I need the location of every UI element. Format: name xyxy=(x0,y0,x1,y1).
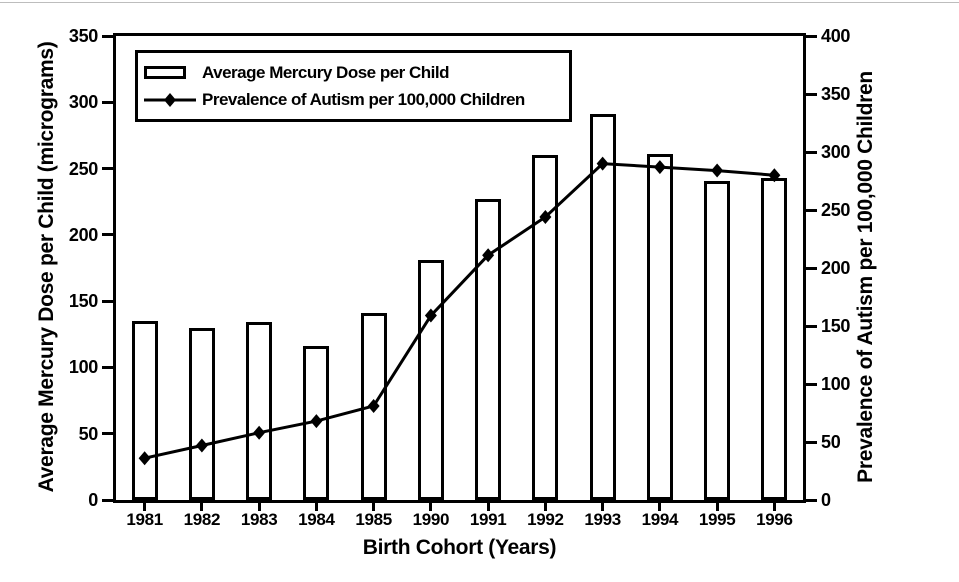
x-axis-title: Birth Cohort (Years) xyxy=(362,536,557,559)
legend-label-autism: Prevalence of Autism per 100,000 Childre… xyxy=(202,89,525,109)
legend-row-autism: Prevalence of Autism per 100,000 Childre… xyxy=(144,86,569,113)
bar-1983 xyxy=(246,322,273,500)
left-tick-label-350: 350 xyxy=(68,26,98,46)
diamond-marker-1992 xyxy=(539,209,552,224)
bar-1994 xyxy=(646,154,673,500)
right-tick-label-300: 300 xyxy=(821,142,851,162)
x-tick-label-1991: 1991 xyxy=(469,510,507,529)
right-tick-400 xyxy=(806,34,817,38)
right-tick-250 xyxy=(806,208,817,212)
right-tick-350 xyxy=(806,92,817,96)
x-tick-1991 xyxy=(486,502,490,511)
left-tick-100 xyxy=(102,365,113,369)
right-tick-label-400: 400 xyxy=(821,26,851,46)
prevalence-line xyxy=(138,156,781,466)
x-tick-label-1983: 1983 xyxy=(240,510,278,529)
right-tick-200 xyxy=(806,266,817,270)
bar-1996 xyxy=(761,178,788,500)
left-tick-label-300: 300 xyxy=(68,92,98,113)
right-tick-50 xyxy=(806,440,817,444)
x-tick-label-1981: 1981 xyxy=(126,510,163,529)
x-tick-1990 xyxy=(429,502,433,511)
right-tick-label-50: 50 xyxy=(821,432,841,452)
right-tick-label-0: 0 xyxy=(821,490,831,510)
x-tick-1982 xyxy=(200,502,204,511)
bar-1993 xyxy=(589,114,616,500)
left-tick-label-200: 200 xyxy=(68,224,98,245)
right-tick-label-200: 200 xyxy=(821,258,851,278)
x-tick-label-1996: 1996 xyxy=(756,510,793,529)
diamond-marker-1991 xyxy=(482,248,495,263)
right-tick-label-150: 150 xyxy=(821,316,851,336)
x-tick-label-1995: 1995 xyxy=(698,510,736,529)
diamond-marker-1985 xyxy=(367,399,380,414)
diamond-marker-1981 xyxy=(138,451,151,466)
plot-inner xyxy=(116,36,803,500)
x-tick-1984 xyxy=(314,502,318,511)
diamond-marker-1995 xyxy=(711,163,724,178)
legend-line-symbol xyxy=(144,92,196,108)
diamond-marker-1996 xyxy=(768,168,781,183)
diamond-marker-1993 xyxy=(596,156,609,171)
right-tick-100 xyxy=(806,382,817,386)
x-tick-label-1982: 1982 xyxy=(183,510,221,529)
x-tick-label-1985: 1985 xyxy=(355,510,392,529)
left-tick-150 xyxy=(102,299,113,303)
right-tick-label-100: 100 xyxy=(821,374,851,394)
x-tick-1996 xyxy=(772,502,776,511)
x-tick-1992 xyxy=(543,502,547,511)
legend: Average Mercury Dose per Child Prevalenc… xyxy=(135,50,572,122)
right-tick-150 xyxy=(806,324,817,328)
right-tick-0 xyxy=(806,498,817,502)
left-tick-250 xyxy=(102,167,113,171)
diamond-marker-1983 xyxy=(253,425,266,440)
x-tick-label-1990: 1990 xyxy=(412,510,450,529)
left-tick-300 xyxy=(102,100,113,104)
diamond-marker-1982 xyxy=(195,438,208,453)
bar-1981 xyxy=(131,321,158,500)
diamond-marker-1994 xyxy=(653,160,666,175)
left-tick-label-0: 0 xyxy=(88,490,98,510)
x-tick-1981 xyxy=(143,502,147,511)
right-tick-label-250: 250 xyxy=(821,200,851,220)
right-tick-300 xyxy=(806,150,817,154)
legend-row-mercury: Average Mercury Dose per Child xyxy=(144,59,569,86)
left-tick-50 xyxy=(102,432,113,436)
x-tick-1995 xyxy=(715,502,719,511)
bar-1992 xyxy=(532,155,559,500)
left-tick-0 xyxy=(102,498,113,502)
page-top-rule xyxy=(0,2,959,3)
left-tick-200 xyxy=(102,233,113,237)
x-tick-label-1993: 1993 xyxy=(584,510,621,529)
bar-1982 xyxy=(188,328,215,500)
x-tick-1993 xyxy=(601,502,605,511)
bar-1995 xyxy=(704,181,731,500)
legend-label-mercury: Average Mercury Dose per Child xyxy=(202,62,450,82)
left-tick-label-100: 100 xyxy=(68,357,98,378)
left-tick-350 xyxy=(102,34,113,38)
x-tick-label-1984: 1984 xyxy=(298,510,335,529)
line-diamond-icon xyxy=(144,92,196,107)
x-tick-1985 xyxy=(372,502,376,511)
bar-1990 xyxy=(417,260,444,500)
legend-bar-symbol xyxy=(144,66,196,79)
bar-swatch-icon xyxy=(144,66,186,79)
x-tick-1994 xyxy=(658,502,662,511)
left-tick-label-150: 150 xyxy=(68,291,98,312)
left-tick-label-50: 50 xyxy=(78,423,99,444)
left-tick-label-250: 250 xyxy=(68,158,98,179)
diamond-marker-1990 xyxy=(424,308,437,323)
right-tick-label-350: 350 xyxy=(821,84,851,104)
x-tick-label-1992: 1992 xyxy=(527,510,564,529)
x-tick-label-1994: 1994 xyxy=(641,510,679,529)
x-tick-1983 xyxy=(257,502,261,511)
diamond-marker-1984 xyxy=(310,414,323,429)
